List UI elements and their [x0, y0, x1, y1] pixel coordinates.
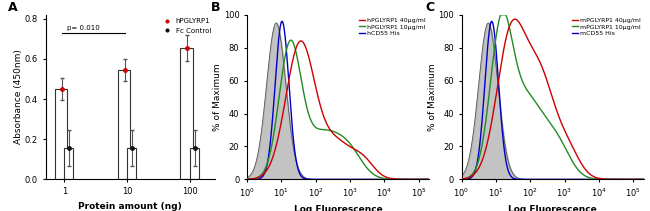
Bar	[181, 48, 192, 179]
Text: C: C	[425, 1, 434, 15]
Legend: hPGLYRP1, Fc Control: hPGLYRP1, Fc Control	[161, 18, 211, 34]
Y-axis label: % of Maximum: % of Maximum	[213, 63, 222, 131]
X-axis label: Protein amount (ng): Protein amount (ng)	[78, 202, 182, 211]
Legend: hPGLYRP1 40μg/ml, hPGLYRP1 10μg/ml, hCD55 His: hPGLYRP1 40μg/ml, hPGLYRP1 10μg/ml, hCD5…	[359, 18, 426, 36]
X-axis label: Log Fluorescence: Log Fluorescence	[294, 205, 382, 211]
Bar	[118, 70, 130, 179]
Legend: mPGLYRP1 40μg/ml, mPGLYRP1 10μg/ml, mCD55 His: mPGLYRP1 40μg/ml, mPGLYRP1 10μg/ml, mCD5…	[571, 18, 640, 36]
X-axis label: Log Fluorescence: Log Fluorescence	[508, 205, 597, 211]
Y-axis label: % of Maximum: % of Maximum	[428, 63, 437, 131]
Bar	[127, 148, 136, 179]
Text: B: B	[211, 1, 220, 15]
Bar	[55, 89, 68, 179]
Text: A: A	[8, 1, 18, 15]
Text: p= 0.010: p= 0.010	[67, 25, 99, 31]
Y-axis label: Absorbance (450nm): Absorbance (450nm)	[14, 50, 23, 145]
Bar	[190, 148, 199, 179]
Bar	[64, 148, 73, 179]
